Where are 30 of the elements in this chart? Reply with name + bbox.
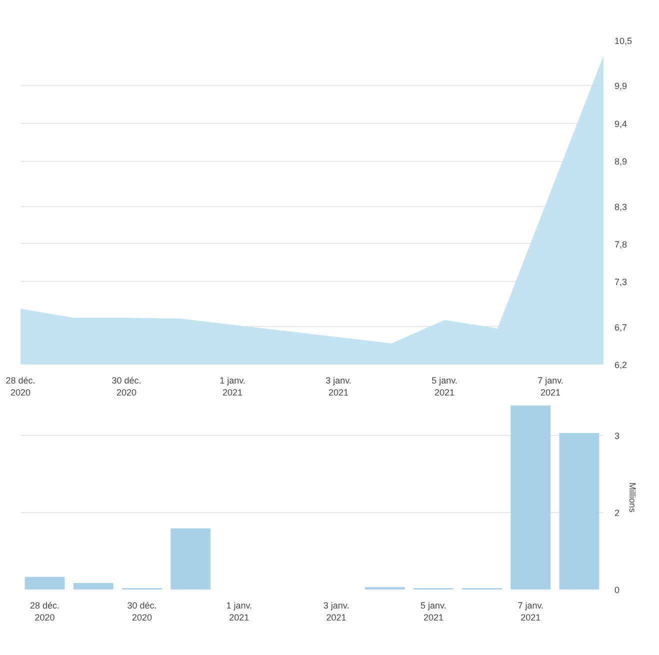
x-tick-label: 5 janv. 2021 [420, 600, 446, 622]
y-tick-label: 3 [614, 430, 620, 441]
x-tick-label: 3 janv. 2021 [323, 600, 350, 622]
y-tick-label: 7,3 [614, 277, 628, 288]
x-tick-label: 7 janv. 2021 [538, 376, 564, 398]
bar [73, 582, 114, 590]
y-tick-label: 10,5 [614, 36, 632, 46]
y-tick-label: 9,9 [614, 81, 628, 92]
y-tick-label: 6,2 [614, 360, 628, 370]
x-tick-label: 28 déc. 2020 [6, 376, 36, 398]
bar [559, 433, 600, 590]
x-tick-label: 28 déc. 2020 [30, 600, 60, 622]
bar [24, 576, 65, 590]
x-tick-label: 1 janv. 2021 [220, 376, 246, 398]
x-tick-label: 30 déc. 2020 [127, 600, 157, 622]
y-tick-label: 7,8 [614, 239, 628, 250]
y-tick-label: 0 [614, 585, 620, 595]
bar [510, 406, 551, 590]
x-tick-label: 3 janv. 2021 [326, 376, 352, 398]
y-tick-label: 8,9 [614, 156, 628, 167]
y-tick-label: 2 [614, 508, 620, 518]
x-tick-label: 5 janv. 2021 [432, 376, 458, 398]
x-tick-label: 30 déc. 2020 [112, 376, 142, 398]
y-axis-title: Millions [628, 482, 638, 514]
y-tick-label: 6,7 [614, 322, 628, 332]
x-tick-label: 1 janv. 2021 [226, 600, 252, 622]
bar [170, 528, 210, 590]
y-tick-label: 8,3 [614, 202, 628, 212]
x-tick-label: 7 janv. 2021 [518, 600, 544, 622]
y-tick-label: 9,4 [614, 118, 628, 129]
